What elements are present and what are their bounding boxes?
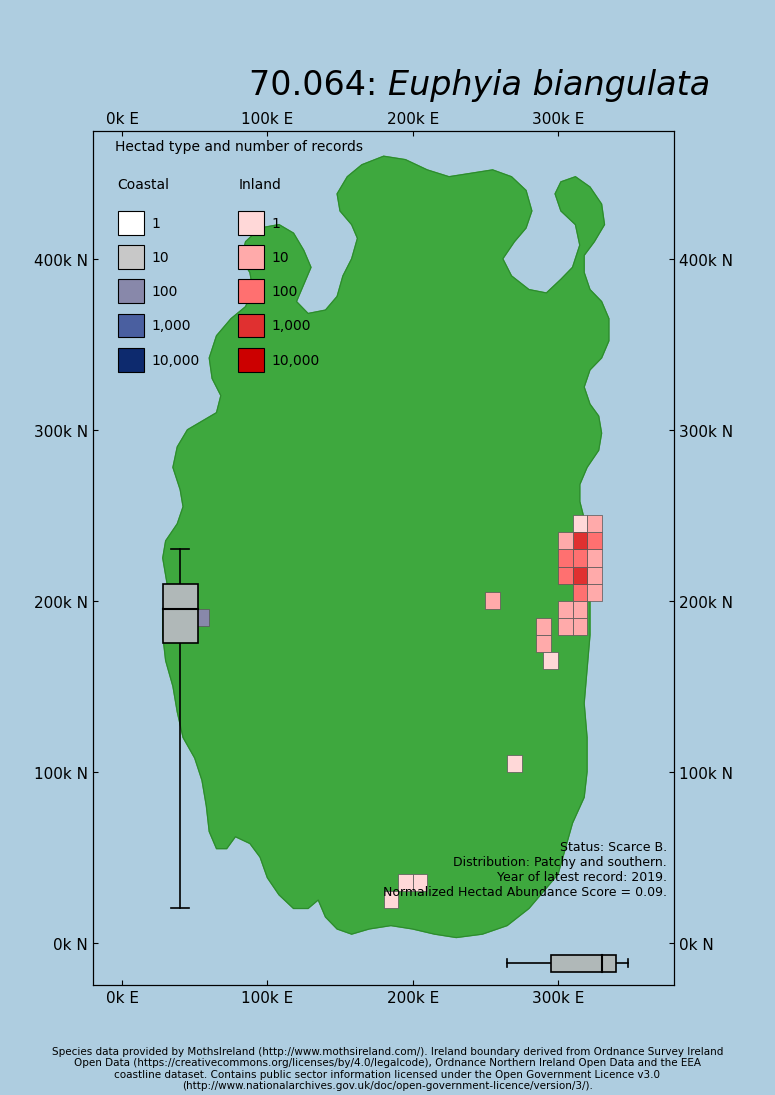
Text: 70.064:: 70.064: [249, 69, 388, 102]
Bar [118, 280, 144, 304]
Bar [551, 955, 616, 972]
Bar [573, 619, 587, 635]
Text: Species data provided by MothsIreland (http://www.mothsireland.com/). Ireland bo: Species data provided by MothsIreland (h… [52, 1046, 723, 1091]
Bar [573, 601, 587, 619]
Bar [384, 891, 398, 909]
Text: 10: 10 [272, 251, 289, 265]
Text: 1: 1 [151, 217, 160, 231]
Bar [118, 211, 144, 235]
Bar [239, 348, 264, 372]
Bar [573, 550, 587, 567]
Text: 100: 100 [151, 285, 177, 299]
Bar [587, 533, 601, 550]
Bar [587, 584, 601, 601]
Bar [573, 567, 587, 584]
Text: 1,000: 1,000 [151, 319, 191, 333]
Bar [239, 314, 264, 338]
Bar [573, 516, 587, 533]
Text: Coastal: Coastal [118, 177, 170, 192]
Bar [413, 875, 427, 891]
Bar [558, 601, 573, 619]
Bar [543, 653, 558, 669]
Bar [558, 533, 573, 550]
Bar [118, 348, 144, 372]
Polygon shape [163, 157, 609, 937]
Bar [507, 754, 522, 772]
Text: 1,000: 1,000 [272, 319, 312, 333]
Bar [536, 619, 551, 635]
Text: Inland: Inland [239, 177, 281, 192]
Bar [118, 246, 144, 269]
Bar [118, 314, 144, 338]
Text: 10,000: 10,000 [272, 354, 320, 367]
Bar [573, 584, 587, 601]
Bar [195, 610, 209, 626]
Text: Status: Scarce B.
Distribution: Patchy and southern.
Year of latest record: 2019: Status: Scarce B. Distribution: Patchy a… [383, 840, 667, 898]
Bar [587, 550, 601, 567]
Bar [398, 875, 413, 891]
Bar [558, 619, 573, 635]
Bar [558, 567, 573, 584]
Bar [536, 635, 551, 653]
Bar [163, 584, 198, 644]
Bar [485, 592, 500, 610]
Text: 10: 10 [151, 251, 169, 265]
Bar [558, 550, 573, 567]
Text: Hectad type and number of records: Hectad type and number of records [115, 140, 363, 154]
Text: Euphyia biangulata: Euphyia biangulata [388, 69, 710, 102]
Text: 1: 1 [272, 217, 281, 231]
Text: 10,000: 10,000 [151, 354, 199, 367]
Text: 100: 100 [272, 285, 298, 299]
Bar [239, 280, 264, 304]
Bar [573, 533, 587, 550]
Bar [587, 567, 601, 584]
Bar [239, 211, 264, 235]
Bar [239, 246, 264, 269]
Bar [587, 516, 601, 533]
